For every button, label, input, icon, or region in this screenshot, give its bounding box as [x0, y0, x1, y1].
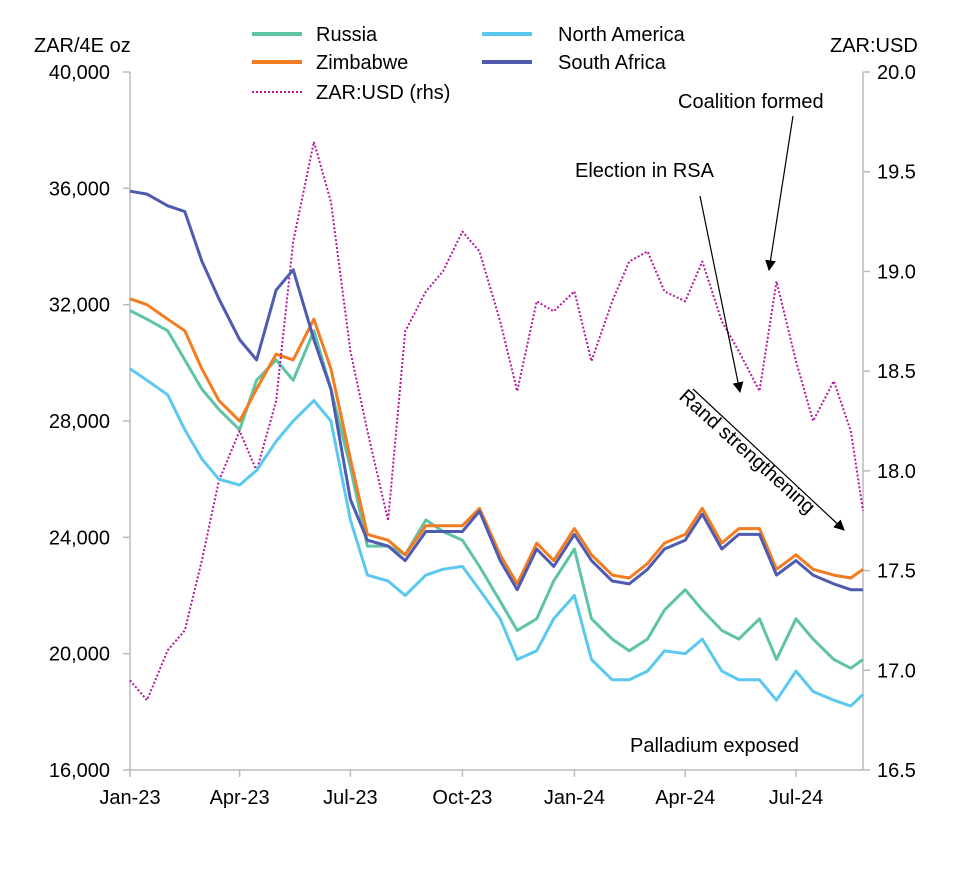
y-left-tick-label: 16,000	[49, 760, 110, 782]
annotation-coalition-formed: Coalition formed	[678, 91, 824, 113]
y-left-tick-label: 24,000	[49, 527, 110, 549]
y-axis-left-label: ZAR/4E oz	[34, 35, 131, 57]
legend-item-zimbabwe: Zimbabwe	[252, 52, 408, 74]
annotation-arrow-coalition	[765, 115, 794, 272]
series-group	[129, 140, 865, 708]
x-tick-label: Jul-24	[769, 787, 823, 809]
y-left-tick-label: 36,000	[49, 178, 110, 200]
annotations: Coalition formed Election in RSA Rand st…	[575, 91, 845, 757]
x-tick-label: Oct-23	[432, 787, 492, 809]
y-right-tick-label: 20.0	[877, 62, 916, 84]
annotation-arrow-rand-strengthening	[692, 388, 845, 531]
y-left-tick-label: 28,000	[49, 411, 110, 433]
legend-label-zimbabwe: Zimbabwe	[316, 52, 408, 74]
x-tick-label: Jul-23	[323, 787, 377, 809]
legend-label-zarusd: ZAR:USD (rhs)	[316, 82, 450, 104]
y-right-tick-label: 18.5	[877, 361, 916, 383]
legend-item-russia: Russia	[252, 24, 378, 46]
x-tick-label: Jan-24	[544, 787, 605, 809]
y-right-tick-label: 19.0	[877, 261, 916, 283]
series-line-zar-usd-rhs	[129, 140, 864, 702]
x-tick-label: Apr-24	[655, 787, 715, 809]
y-axis-right-label: ZAR:USD	[830, 35, 918, 57]
annotation-arrow-election	[699, 195, 744, 394]
y-left-tick-label: 20,000	[49, 644, 110, 666]
x-tick-label: Apr-23	[210, 787, 270, 809]
legend: Russia Zimbabwe ZAR:USD (rhs) North Amer…	[252, 24, 686, 104]
legend-item-north-america: North America	[482, 24, 686, 46]
y-right-tick-label: 17.0	[877, 660, 916, 682]
series-line-north-america	[129, 367, 865, 708]
legend-label-north-america: North America	[558, 24, 686, 46]
ticks: Jan-23 Apr-23 Jul-23 Oct-23 Jan-24 Apr-24 Jul-…	[49, 62, 916, 809]
legend-label-south-africa: South Africa	[558, 52, 667, 74]
x-tick-label: Jan-23	[99, 787, 160, 809]
annotation-rand-strengthening: Rand strengthening	[675, 385, 819, 518]
series-line-south-africa	[129, 189, 863, 592]
legend-item-south-africa: South Africa	[482, 52, 667, 74]
legend-item-zarusd: ZAR:USD (rhs)	[252, 82, 450, 104]
y-left-tick-label: 32,000	[49, 295, 110, 317]
y-right-tick-label: 19.5	[877, 162, 916, 184]
y-right-tick-label: 16.5	[877, 760, 916, 782]
y-left-tick-label: 40,000	[49, 62, 110, 84]
annotation-election-rsa: Election in RSA	[575, 160, 715, 182]
legend-label-russia: Russia	[316, 24, 378, 46]
y-right-tick-label: 17.5	[877, 561, 916, 583]
annotation-palladium-exposed: Palladium exposed	[630, 735, 799, 757]
y-right-tick-label: 18.0	[877, 461, 916, 483]
series-line-zimbabwe	[129, 297, 864, 586]
